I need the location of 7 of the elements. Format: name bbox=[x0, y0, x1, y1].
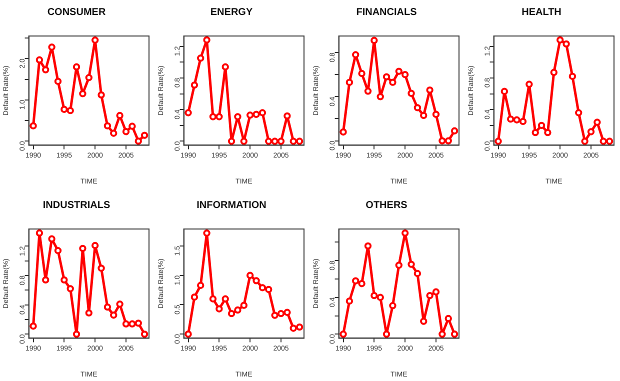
chart-title: CONSUMER bbox=[47, 6, 106, 18]
chart-title: INDUSTRIALS bbox=[42, 200, 110, 211]
chart-title: OTHERS bbox=[366, 200, 408, 211]
chart-title: ENERGY bbox=[210, 6, 253, 18]
chart-title: FINANCIALS bbox=[356, 6, 418, 18]
chart-title: HEALTH bbox=[522, 6, 562, 18]
chart-title: INFORMATION bbox=[196, 200, 266, 211]
